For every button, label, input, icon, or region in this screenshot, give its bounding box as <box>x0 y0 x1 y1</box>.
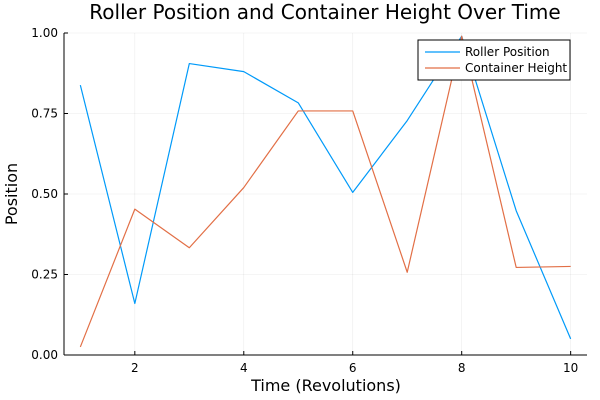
legend-label-roller-position: Roller Position <box>465 45 550 59</box>
legend: Roller Position Container Height <box>417 39 571 81</box>
legend-label-container-height: Container Height <box>465 61 567 75</box>
y-axis-label: Position <box>2 163 21 225</box>
tick-labels: 2 4 6 8 10 0.00 0.25 0.50 0.75 1.00 <box>31 26 578 375</box>
x-axis-label: Time (Revolutions) <box>250 376 401 395</box>
y-tick-label: 0.50 <box>31 187 58 201</box>
x-tick-label: 6 <box>349 361 357 375</box>
legend-box <box>417 39 571 81</box>
axes <box>63 32 587 356</box>
series <box>79 35 572 348</box>
y-tick-label: 0.75 <box>31 107 58 121</box>
series-line-container-height <box>79 35 571 348</box>
y-tick-label: 0.25 <box>31 268 58 282</box>
x-tick-label: 2 <box>131 361 139 375</box>
x-tick-label: 10 <box>563 361 578 375</box>
x-tick-label: 8 <box>458 361 466 375</box>
chart-title: Roller Position and Container Height Ove… <box>89 0 560 24</box>
x-tick-label: 4 <box>240 361 248 375</box>
series-line-roller-position <box>79 35 572 340</box>
y-tick-label: 0.00 <box>31 348 58 362</box>
y-tick-label: 1.00 <box>31 26 58 40</box>
